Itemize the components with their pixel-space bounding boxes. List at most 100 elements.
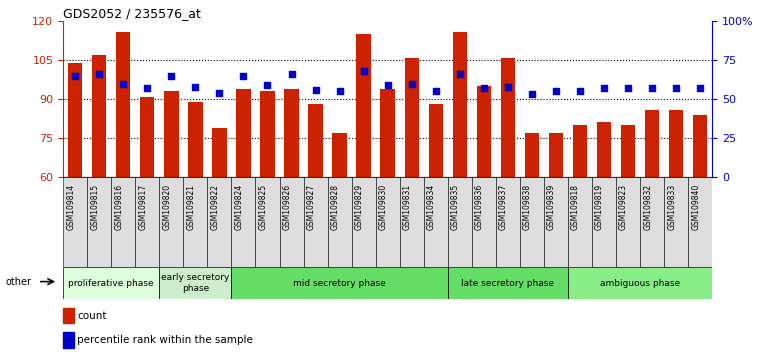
Bar [140,97,155,177]
Text: GSM109817: GSM109817 [139,184,147,230]
Text: GSM109829: GSM109829 [355,184,363,230]
Bar [424,177,448,267]
Text: GDS2052 / 235576_at: GDS2052 / 235576_at [63,7,201,20]
Bar [308,104,323,177]
Bar [520,177,544,267]
Text: percentile rank within the sample: percentile rank within the sample [78,335,253,345]
Bar [429,104,443,177]
Bar [256,177,280,267]
Bar [688,177,712,267]
Point [165,73,177,79]
Bar [213,128,226,177]
Point [502,84,514,90]
Point [454,72,466,77]
Text: late secretory phase: late secretory phase [461,279,554,288]
Bar [87,177,111,267]
Bar [236,89,251,177]
Text: GSM109835: GSM109835 [450,184,460,230]
Bar [568,177,592,267]
Text: GSM109814: GSM109814 [66,184,75,230]
Bar [665,177,688,267]
Text: mid secretory phase: mid secretory phase [293,279,386,288]
Bar [621,125,635,177]
Text: count: count [78,310,107,320]
Point [333,88,346,94]
Bar [645,109,659,177]
Bar [63,332,73,348]
Point [237,73,249,79]
Text: GSM109816: GSM109816 [114,184,123,230]
Bar [496,177,520,267]
Bar [207,177,232,267]
Text: GSM109833: GSM109833 [667,184,676,230]
Bar [616,177,640,267]
Bar [477,86,491,177]
Bar [592,177,616,267]
Bar [669,109,684,177]
Bar [68,63,82,177]
Point [574,88,586,94]
Text: GSM109825: GSM109825 [259,184,267,230]
Bar [333,133,346,177]
Text: GSM109830: GSM109830 [379,184,387,230]
FancyBboxPatch shape [159,267,232,299]
Bar [232,177,256,267]
FancyBboxPatch shape [232,267,448,299]
Point [598,85,610,91]
Text: GSM109821: GSM109821 [186,184,196,230]
Point [357,68,370,74]
Bar [183,177,207,267]
Point [670,85,682,91]
Bar [544,177,568,267]
Text: ambiguous phase: ambiguous phase [600,279,680,288]
Bar [63,177,87,267]
Text: early secretory
phase: early secretory phase [161,274,229,293]
Text: GSM109832: GSM109832 [643,184,652,230]
Text: GSM109834: GSM109834 [427,184,436,230]
Bar [116,32,130,177]
Bar [303,177,327,267]
Point [477,85,490,91]
Text: GSM109815: GSM109815 [90,184,99,230]
Bar [260,91,275,177]
Text: GSM109819: GSM109819 [595,184,604,230]
Text: other: other [5,276,31,287]
Point [261,82,273,88]
Point [69,73,82,79]
Point [189,84,202,90]
Point [286,72,298,77]
Point [406,81,418,86]
FancyBboxPatch shape [568,267,712,299]
Bar [453,32,467,177]
Text: GSM109837: GSM109837 [499,184,508,230]
Text: GSM109820: GSM109820 [162,184,171,230]
Bar [573,125,588,177]
Bar [524,133,539,177]
Bar [640,177,665,267]
Bar [400,177,424,267]
Text: GSM109839: GSM109839 [547,184,556,230]
Bar [549,133,563,177]
Point [310,87,322,93]
Text: GSM109823: GSM109823 [619,184,628,230]
Bar [284,89,299,177]
Text: GSM109840: GSM109840 [691,184,700,230]
Text: GSM109828: GSM109828 [330,184,340,230]
Point [622,85,634,91]
Point [694,85,706,91]
Bar [472,177,496,267]
Bar [597,122,611,177]
Point [550,88,562,94]
Point [430,88,442,94]
Bar [136,177,159,267]
Bar [188,102,203,177]
Text: GSM109838: GSM109838 [523,184,532,230]
Point [646,85,658,91]
Bar [693,115,708,177]
Bar [159,177,183,267]
Bar [164,91,179,177]
Bar [352,177,376,267]
Bar [92,55,106,177]
Text: GSM109827: GSM109827 [306,184,316,230]
Text: GSM109826: GSM109826 [283,184,292,230]
